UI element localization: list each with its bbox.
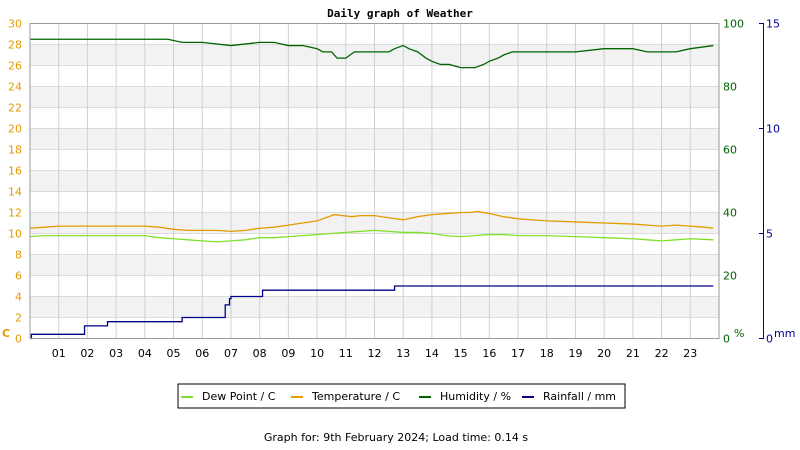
- x-tick-label: 11: [339, 347, 353, 360]
- humidity-tick-label: 100: [723, 18, 744, 31]
- x-tick-label: 18: [540, 347, 554, 360]
- x-tick-label: 07: [224, 347, 238, 360]
- left-tick-label: 22: [8, 102, 22, 115]
- x-tick-label: 22: [655, 347, 669, 360]
- x-tick-label: 14: [425, 347, 439, 360]
- left-tick-label: 8: [15, 249, 22, 262]
- x-tick-label: 21: [626, 347, 640, 360]
- legend-label-temperature: Temperature / C: [311, 390, 400, 403]
- x-tick-label: 01: [52, 347, 66, 360]
- rainfall-line: [30, 285, 714, 340]
- x-tick-label: 12: [368, 347, 382, 360]
- left-tick-label: 0: [15, 333, 22, 346]
- x-tick-label: 10: [310, 347, 324, 360]
- humidity-line: [30, 38, 714, 69]
- left-tick-label: 2: [15, 312, 22, 325]
- left-tick-label: 24: [8, 81, 22, 94]
- rainfall-axis-ticks: 0 5 10 15: [759, 18, 780, 346]
- left-axis-unit: C: [2, 327, 10, 340]
- left-tick-label: 14: [8, 186, 22, 199]
- humidity-tick-label: 80: [723, 81, 737, 94]
- humidity-tick-label: 0: [723, 333, 730, 346]
- left-tick-label: 4: [15, 291, 22, 304]
- x-tick-label: 19: [568, 347, 582, 360]
- left-tick-label: 6: [15, 270, 22, 283]
- left-tick-label: 12: [8, 207, 22, 220]
- left-tick-label: 16: [8, 165, 22, 178]
- plot-frame: [29, 23, 720, 339]
- rainfall-tick-label: 10: [766, 123, 780, 136]
- left-tick-label: 18: [8, 144, 22, 157]
- x-tick-label: 13: [396, 347, 410, 360]
- x-tick-label: 17: [511, 347, 525, 360]
- chart-title: Daily graph of Weather: [327, 7, 473, 20]
- x-tick-label: 16: [482, 347, 496, 360]
- rainfall-tick-label: 5: [766, 228, 773, 241]
- x-tick-label: 20: [597, 347, 611, 360]
- dew-point-line: [29, 229, 714, 243]
- x-tick-label: 02: [80, 347, 94, 360]
- rainfall-tick-label: 0: [766, 333, 773, 346]
- humidity-axis-ticks: 0 20 40 60 80 100: [723, 18, 744, 346]
- x-tick-label: 03: [109, 347, 123, 360]
- legend: Dew Point / C Temperature / C Humidity / %…: [177, 383, 626, 409]
- footer-info: Graph for: 9th February 2024; Load time:…: [264, 431, 529, 444]
- x-tick-label: 05: [167, 347, 181, 360]
- temperature-line: [29, 210, 714, 233]
- left-tick-label: 28: [8, 39, 22, 52]
- x-tick-label: 04: [138, 347, 152, 360]
- left-tick-label: 30: [8, 18, 22, 31]
- legend-label-humidity: Humidity / %: [440, 390, 511, 403]
- left-tick-label: 10: [8, 228, 22, 241]
- humidity-tick-label: 40: [723, 207, 737, 220]
- left-tick-label: 20: [8, 123, 22, 136]
- x-tick-label: 23: [683, 347, 697, 360]
- humidity-tick-label: 60: [723, 144, 737, 157]
- legend-label-dew-point: Dew Point / C: [202, 390, 276, 403]
- humidity-tick-label: 20: [723, 270, 737, 283]
- x-tick-label: 15: [454, 347, 468, 360]
- series-layer: [29, 38, 714, 340]
- legend-box: [177, 383, 626, 409]
- left-tick-label: 26: [8, 60, 22, 73]
- rainfall-axis-unit: mm: [774, 327, 795, 340]
- x-axis-ticks: 01 02 03 04 05 06 07 08 09 10 11 12 13 14 15 16 17 18 19 20…: [52, 347, 698, 360]
- x-tick-label: 09: [281, 347, 295, 360]
- x-tick-label: 06: [195, 347, 209, 360]
- rainfall-tick-label: 15: [766, 18, 780, 31]
- legend-label-rainfall: Rainfall / mm: [543, 390, 616, 403]
- humidity-axis-unit: %: [734, 327, 744, 340]
- x-tick-label: 08: [253, 347, 267, 360]
